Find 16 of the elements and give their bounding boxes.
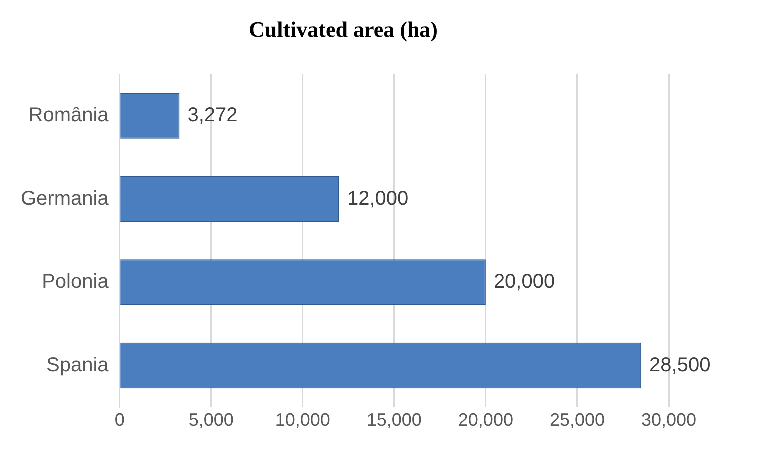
data-label: 3,272 (188, 104, 238, 127)
x-tick-label: 15,000 (366, 410, 422, 430)
y-tick-label: Germania (21, 188, 110, 210)
x-tick-label: 20,000 (458, 410, 514, 430)
x-tick-label: 0 (114, 410, 125, 430)
y-tick-label: Polonia (42, 271, 110, 294)
y-tick-label: Spania (46, 354, 110, 376)
y-tick-label: România (28, 104, 110, 127)
data-label: 20,000 (494, 271, 556, 294)
chart-title: Cultivated area (ha) (248, 16, 438, 42)
x-tick-label: 30,000 (641, 410, 697, 430)
x-tick-label: 5,000 (188, 410, 234, 430)
x-tick-label: 10,000 (275, 410, 330, 430)
data-label: 28,500 (650, 354, 711, 376)
x-tick-label: 25,000 (550, 410, 605, 430)
data-label: 12,000 (347, 188, 409, 210)
